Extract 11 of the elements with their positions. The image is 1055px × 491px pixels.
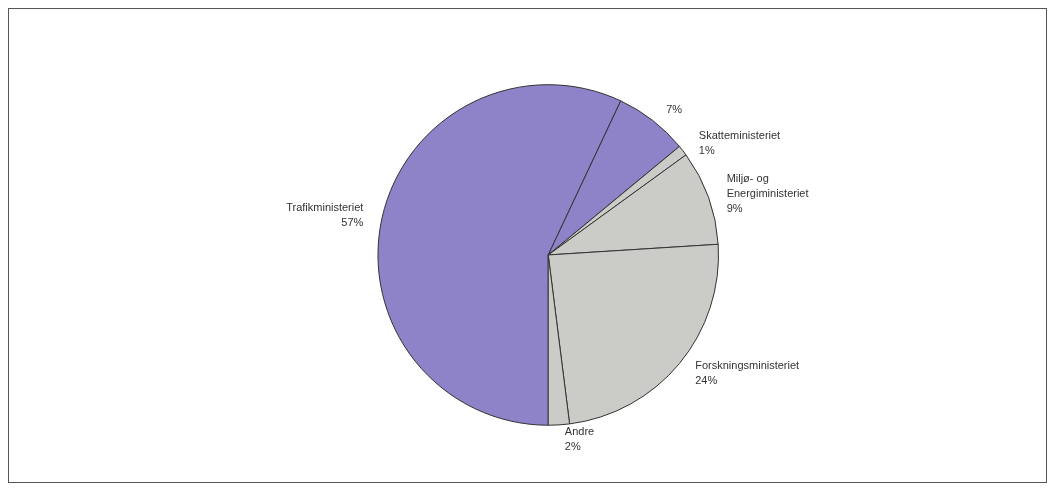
slice-label: Andre xyxy=(564,425,595,438)
slice-label: Trafikministeriet xyxy=(286,201,364,214)
slice-label: Forskningsministeriet xyxy=(695,358,800,371)
data-label: 7% xyxy=(666,103,683,116)
slice-label: Miljø- og Energiministeriet xyxy=(726,171,809,199)
data-label: 9% xyxy=(726,201,743,214)
data-label: 57% xyxy=(341,216,364,229)
data-label: 24% xyxy=(695,373,718,386)
data-label: 2% xyxy=(564,440,581,453)
data-label: 1% xyxy=(698,143,715,156)
slice-label: Skatteministeriet xyxy=(698,128,781,141)
